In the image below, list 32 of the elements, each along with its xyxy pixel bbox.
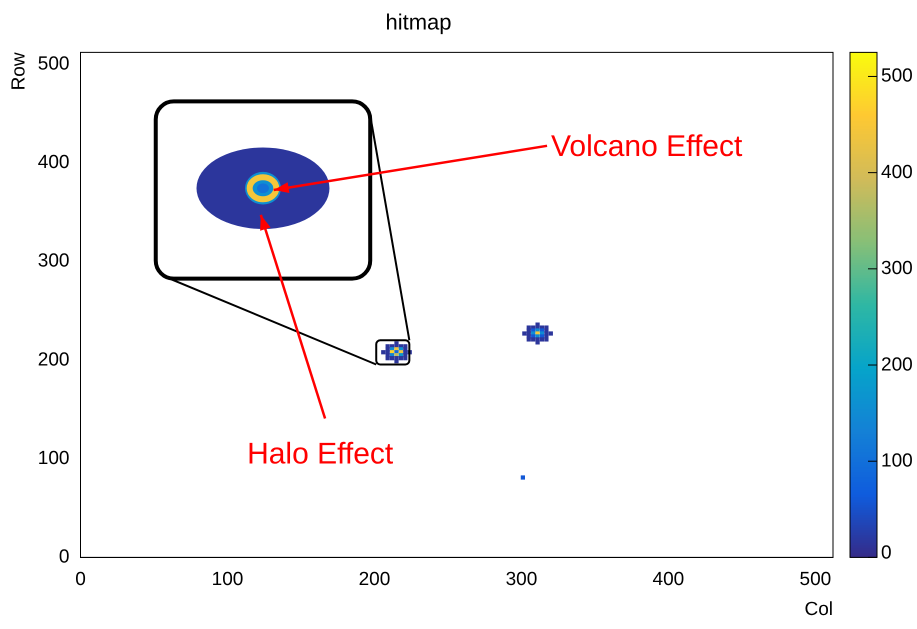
point	[390, 356, 394, 360]
y-tick-label: 300	[38, 250, 70, 272]
color-bar-label: 200	[881, 354, 913, 376]
x-tick-label: 0	[75, 569, 86, 590]
point	[526, 337, 531, 342]
color-bar-label: 0	[881, 542, 892, 564]
point	[386, 356, 390, 360]
point	[522, 331, 526, 336]
point	[548, 331, 553, 336]
x-axis-title: Col	[804, 598, 833, 620]
x-tick-label: 200	[358, 569, 390, 590]
color-bar-label: 100	[881, 450, 913, 472]
color-bar-label: 300	[881, 258, 913, 280]
point	[398, 356, 404, 360]
x-tick-label: 400	[652, 569, 684, 590]
y-tick-label: 400	[38, 152, 70, 174]
x-tick-label: 500	[800, 569, 832, 590]
point	[531, 337, 536, 342]
point	[381, 350, 386, 354]
y-axis-title: Row	[8, 52, 30, 90]
y-tick-label: 200	[38, 349, 70, 370]
annotation: Halo Effect	[247, 438, 394, 471]
y-tick-label: 500	[38, 53, 70, 74]
color-bar-label: 400	[881, 162, 913, 183]
annotation: Volcano Effect	[551, 130, 743, 163]
y-tick-label: 0	[58, 546, 70, 568]
x-tick-label: 100	[212, 569, 244, 590]
y-tick-label: 100	[38, 448, 70, 469]
chart-title: hitmap	[385, 9, 452, 34]
color-bar-label: 500	[881, 66, 913, 87]
point	[403, 356, 408, 360]
x-tick-label: 300	[506, 569, 538, 590]
